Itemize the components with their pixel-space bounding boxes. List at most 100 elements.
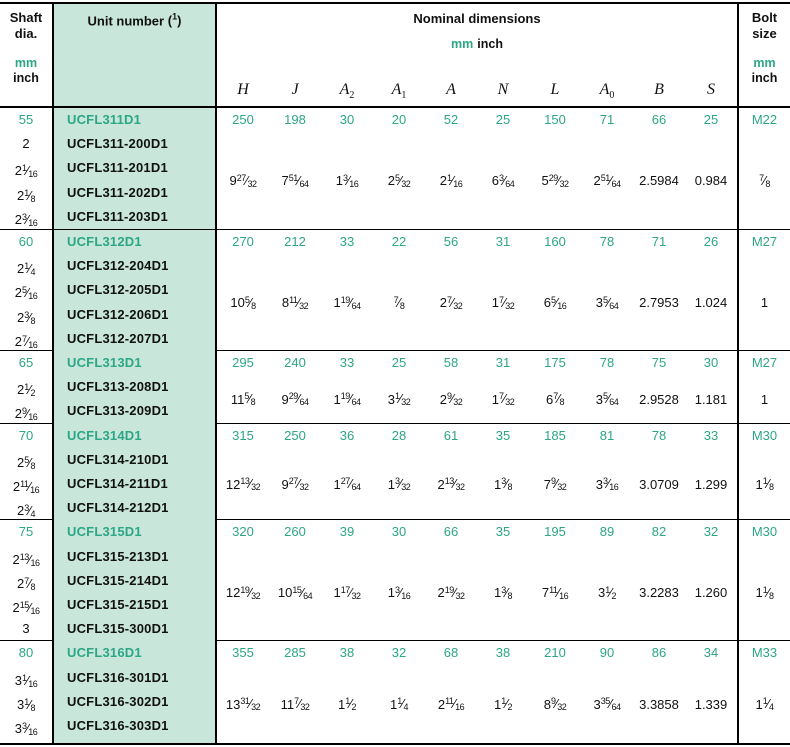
dim-inch-value: 6 7⁄8 <box>546 391 564 408</box>
dimension-letter: A0 <box>599 80 615 101</box>
bolt-inch-value: 1 1⁄8 <box>755 584 774 601</box>
unit-number: UCFL315-215D1 <box>67 596 169 612</box>
dim-cell-j: 250 9 27⁄32 <box>269 424 321 521</box>
dimension-letter: L <box>550 80 560 98</box>
dim-mm-value: 89 <box>599 524 615 540</box>
dim-inch-value: 2 7⁄32 <box>439 294 463 311</box>
shaft-dia-inch-value: 21⁄4 <box>17 261 35 278</box>
dim-cell-h: 295 11 5⁄8 <box>217 351 269 424</box>
dim-cell-l: 160 6 5⁄16 <box>529 230 581 351</box>
unit-number: UCFL311-201D1 <box>67 160 168 176</box>
unit-number-cell: UCFL315D1 UCFL315-213D1 UCFL315-214D1 UCFL3… <box>52 520 217 642</box>
nominal-inch-label: inch <box>477 37 503 51</box>
bolt-mm-value: M27 <box>751 234 778 249</box>
dim-mm-value: 33 <box>703 427 719 443</box>
dim-mm-value: 75 <box>651 355 667 370</box>
unit-number: UCFL313-208D1 <box>67 379 169 395</box>
dimension-letters-row: H J A2 A1 A N L A0 B S <box>217 81 737 106</box>
dim-inch-value: 13 31⁄32 <box>225 696 261 713</box>
unit-number: UCFL314D1 <box>67 427 142 443</box>
bolt-size-cell: M33 1 1⁄4 <box>737 641 790 744</box>
unit-number: UCFL311D1 <box>67 112 142 127</box>
dim-mm-value: 285 <box>284 645 306 661</box>
dim-cell-a1: 22 7⁄8 <box>373 230 425 351</box>
nominal-mm-label: mm <box>451 37 474 51</box>
dim-mm-value: 38 <box>339 645 355 661</box>
dim-cell-h: 315 12 13⁄32 <box>217 424 269 521</box>
dim-cell-a2: 33 1 19⁄64 <box>321 230 373 351</box>
unit-number: UCFL313D1 <box>67 355 142 370</box>
unit-number: UCFL313-209D1 <box>67 403 169 419</box>
dim-mm-value: 198 <box>284 112 306 127</box>
dim-mm-value: 31 <box>495 234 511 249</box>
dim-cell-j: 212 8 11⁄32 <box>269 230 321 351</box>
dim-inch-value: 6 5⁄16 <box>543 294 567 311</box>
dim-cell-a2: 39 1 17⁄32 <box>321 520 373 641</box>
nominal-units-row: mm inch <box>217 37 737 52</box>
dimension-letter: A <box>446 80 456 98</box>
dim-inch-value: 2 19⁄32 <box>437 584 465 601</box>
shaft-dia-inch-value: 27⁄8 <box>17 575 35 592</box>
dim-cell-a: 66 2 19⁄32 <box>425 520 477 641</box>
dim-inch-value: 2 51⁄64 <box>593 172 621 189</box>
unit-number: UCFL314-212D1 <box>67 500 169 516</box>
dim-mm-value: 31 <box>495 355 511 370</box>
dim-inch-value: 1 1⁄4 <box>390 696 408 713</box>
dim-cell-a: 52 2 1⁄16 <box>425 108 477 229</box>
unit-number: UCFL314-211D1 <box>67 475 168 491</box>
bolt-size-cell: M27 1 <box>737 230 790 351</box>
dim-mm-value: 185 <box>544 427 566 443</box>
dim-mm-value: 22 <box>391 234 407 249</box>
dim-cell-b: 75 2.9528 <box>633 351 685 424</box>
dim-inch-value: 2 11⁄16 <box>437 696 465 713</box>
dim-cell-h: 355 13 31⁄32 <box>217 641 269 743</box>
dim-cell-a1: 30 1 3⁄16 <box>373 520 425 641</box>
unit-number-cell: UCFL313D1 UCFL313-208D1 UCFL313-209D1 <box>52 351 217 424</box>
dim-inch-value: 5 29⁄32 <box>541 172 569 189</box>
dim-mm-value: 61 <box>443 427 459 443</box>
shaft-dia-inch-value: 31⁄8 <box>17 696 35 713</box>
dim-cell-a2: 30 1 3⁄16 <box>321 108 373 229</box>
dim-mm-value: 28 <box>391 427 407 443</box>
dim-cell-s: 33 1.299 <box>685 424 737 521</box>
dim-cell-s: 30 1.181 <box>685 351 737 424</box>
dim-mm-value: 68 <box>443 645 459 661</box>
dim-mm-value: 78 <box>599 234 615 249</box>
dim-inch-value: 7⁄8 <box>393 294 405 311</box>
nominal-dimensions-header: Nominal dimensions mm inch H J A2 A1 A N L A0 B S <box>217 4 737 106</box>
unit-number: UCFL316-301D1 <box>67 669 169 685</box>
shaft-dia-inch-value: 3 <box>22 621 30 637</box>
unit-number-header: Unit number (1) <box>52 4 217 106</box>
table-body: 55 2 21⁄16 21⁄8 23⁄16 UCFL311D1 UCFL311-200D1 U… <box>0 108 790 744</box>
dim-cell-a0: 90 3 35⁄64 <box>581 641 633 743</box>
unit-number: UCFL312-204D1 <box>67 258 169 274</box>
dim-cell-b: 86 3.3858 <box>633 641 685 743</box>
dim-inch-value: 12 19⁄32 <box>225 584 261 601</box>
dim-inch-value: 3 35⁄64 <box>593 696 621 713</box>
dim-cell-j: 260 10 15⁄64 <box>269 520 321 641</box>
dim-inch-value: 0.984 <box>694 173 728 189</box>
unit-number: UCFL312-207D1 <box>67 330 169 346</box>
dim-inch-value: 1 1⁄2 <box>494 696 512 713</box>
bolt-size-cell: M27 1 <box>737 351 790 424</box>
dim-cell-a1: 20 2 5⁄32 <box>373 108 425 229</box>
dim-cell-n: 38 1 1⁄2 <box>477 641 529 743</box>
dim-inch-value: 1 1⁄2 <box>338 696 356 713</box>
unit-number: UCFL316-302D1 <box>67 693 169 709</box>
shaft-dia-inch-value: 2 <box>22 136 30 152</box>
dim-cell-b: 66 2.5984 <box>633 108 685 229</box>
dim-cell-a2: 33 1 19⁄64 <box>321 351 373 424</box>
bolt-inch-value: 1 1⁄8 <box>755 476 774 493</box>
dim-cell-a: 61 2 13⁄32 <box>425 424 477 521</box>
dim-inch-value: 1.260 <box>694 585 728 601</box>
dim-cell-h: 250 9 27⁄32 <box>217 108 269 229</box>
dim-cell-l: 195 7 11⁄16 <box>529 520 581 641</box>
shaft-dia-inch-value: 215⁄16 <box>12 599 40 616</box>
dim-inch-value: 7 11⁄16 <box>541 584 569 601</box>
unit-number: UCFL315-213D1 <box>67 548 169 564</box>
unit-number: UCFL315D1 <box>67 524 142 540</box>
dim-mm-value: 71 <box>651 234 667 249</box>
unit-number: UCFL316D1 <box>67 645 142 661</box>
